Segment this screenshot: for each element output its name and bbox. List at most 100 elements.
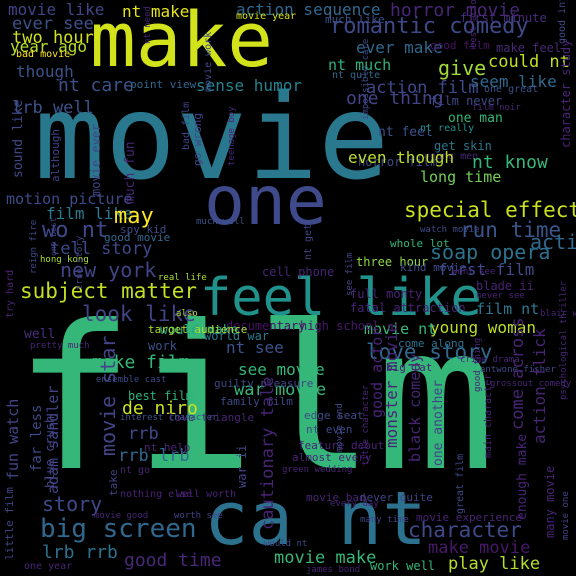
- word-feel-like: feel like: [200, 268, 482, 328]
- word-action-flick: james bond: [306, 565, 361, 575]
- word-go-wrong: nt even: [306, 423, 353, 436]
- word-work-well: play like: [448, 554, 541, 574]
- word-well: far less: [29, 404, 45, 472]
- word-much-fun: ensemble cast: [96, 375, 167, 385]
- word-nt-make: nt make: [122, 2, 190, 21]
- word-character-study: psychological thriller: [559, 280, 569, 400]
- word-film-nt: film nt: [476, 300, 540, 318]
- word-feature-debut: hong kong: [40, 255, 89, 265]
- word-love-story: love story: [366, 340, 493, 364]
- word-nt-help: watch movie: [420, 225, 480, 235]
- word-film: film: [14, 283, 496, 516]
- word-much-well: target audience: [148, 323, 248, 336]
- word-ever-make: ever make: [356, 38, 443, 57]
- word-full-monty: movie work: [203, 31, 214, 92]
- word-many-movie: grossout comedy: [490, 379, 572, 389]
- word-adam-sandler: well worth: [176, 489, 237, 500]
- word-black-comedy: many time: [360, 515, 409, 525]
- word-grossout-comedy: crime drama: [460, 355, 520, 365]
- word-plot-twist: try hard: [5, 269, 16, 318]
- word-well-worth: real life: [158, 273, 207, 283]
- word-blade-ii: good intention: [557, 0, 568, 44]
- word-movie-make: good time: [124, 550, 222, 571]
- word-enough-make: film noir: [472, 103, 521, 113]
- word-one-year: nt get: [303, 223, 314, 260]
- word-lrb-well: lrb well: [12, 98, 94, 118]
- word-rrb-lrb: rrb lrb: [118, 446, 190, 466]
- word-family-film: although: [49, 129, 62, 182]
- word-young-men: young men: [424, 151, 479, 162]
- word-even-though: three hour: [356, 255, 429, 269]
- word-love-triangle: teenage boy: [227, 106, 237, 166]
- word-action-film: action film: [366, 78, 479, 98]
- word-war-ii: enough make: [515, 433, 530, 520]
- word-year-ago: year ago: [10, 37, 88, 56]
- word-movie-end: many movie: [543, 465, 557, 538]
- word-action-sequence: action sequence: [236, 0, 381, 19]
- word-nt-quite: black comedy: [406, 353, 424, 462]
- word-best-film: adam sandler: [44, 385, 62, 494]
- word-movie-like: movie like: [8, 0, 105, 19]
- word-movie-good: wont see: [452, 267, 496, 277]
- word-long-time: long time: [420, 168, 502, 186]
- word-james-bond: never see: [476, 291, 525, 301]
- word-play-like: make movie: [428, 538, 531, 558]
- word-lrb-rrb: big screen: [40, 514, 197, 544]
- word-first-minute: first minute: [460, 11, 547, 25]
- word-point-view: point view: [130, 78, 197, 91]
- word-take: movie bad: [306, 491, 366, 504]
- word-subject-matter: subject matter: [20, 279, 198, 303]
- word-pretty-much: nt really: [420, 123, 475, 134]
- word-far-less: one another: [431, 379, 446, 466]
- word-one-another: movie experience: [416, 511, 522, 524]
- word-cell-phone: bad movie: [16, 49, 71, 60]
- word-whole-lot: would make: [160, 323, 239, 338]
- word-wo-nt: wo nt: [42, 218, 109, 243]
- word-look-like: look like: [82, 302, 196, 326]
- word-would-make: come across: [508, 317, 528, 430]
- word-best-actor: antwone fisher: [480, 365, 556, 375]
- word-de-niro: de niro: [122, 398, 198, 419]
- word-nt-really: one thing: [346, 88, 444, 109]
- word-nt-know: nt know: [472, 152, 548, 173]
- word-three-hour: documentary: [226, 319, 306, 333]
- word-make-film: make film: [92, 352, 190, 373]
- word-fatal-attraction: movie year: [236, 11, 297, 22]
- word-green-wedding: one best: [49, 217, 58, 256]
- word-nt-feel: nt feel: [378, 125, 433, 140]
- word-ensemble-cast: movie ever: [89, 123, 103, 196]
- word-horror-film: horror film: [358, 155, 438, 169]
- word-one-man: one man: [448, 111, 503, 126]
- word-story: movie star: [96, 335, 120, 456]
- word-war-movie: war movie: [234, 380, 327, 400]
- word-great-film: little film: [3, 487, 16, 560]
- word-rrb: rrb: [128, 424, 159, 444]
- word-world-war: action flick: [530, 328, 549, 444]
- word-also: well: [24, 327, 56, 342]
- word-movie-star: never quite: [360, 491, 433, 504]
- word-blair-witch: nt quite: [332, 70, 381, 81]
- word-run-time: run time: [460, 218, 562, 242]
- word-seem-like: seem like: [470, 72, 557, 91]
- word-cautionary-tale: great film: [455, 453, 466, 514]
- word-wont-see: best actor: [469, 0, 479, 48]
- word-good-actor: worth see: [174, 511, 223, 521]
- word-nt-see: nt see: [226, 338, 284, 357]
- word-see-film: feature debut: [298, 439, 385, 452]
- word-many-time: fatal attraction: [350, 301, 466, 315]
- word-try-hard: green wedding: [282, 465, 353, 475]
- word-special-effect: special effect: [404, 198, 576, 222]
- word-bad-film: love triangle: [168, 411, 255, 424]
- word-movie-bad: also: [176, 309, 198, 319]
- word-film-like: film like: [46, 204, 133, 223]
- word-worth-see: full monty: [350, 287, 423, 301]
- word-could-nt: could nt: [488, 52, 570, 72]
- word-monster-movie: movie good: [94, 511, 149, 521]
- word-high-school: monster movie: [382, 322, 401, 448]
- word-movie-experience: see film: [345, 252, 355, 296]
- word-new-york: new york: [60, 258, 157, 282]
- word-edge-seat: go wrong: [191, 113, 204, 166]
- word-movie-one: every day: [330, 499, 379, 509]
- word-make: make: [90, 0, 274, 84]
- word-give: give: [438, 56, 487, 80]
